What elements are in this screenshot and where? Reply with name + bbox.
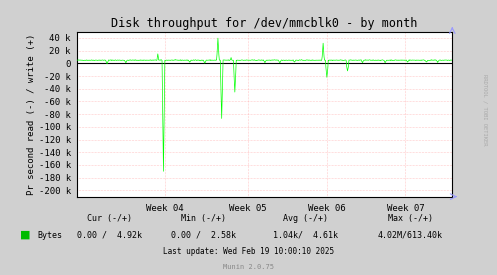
Text: Bytes: Bytes — [37, 231, 62, 240]
Text: 4.02M/613.40k: 4.02M/613.40k — [378, 231, 442, 240]
Text: RRDTOOL / TOBI OETIKER: RRDTOOL / TOBI OETIKER — [482, 74, 487, 146]
Text: ■: ■ — [20, 230, 30, 240]
Text: Munin 2.0.75: Munin 2.0.75 — [223, 264, 274, 270]
Text: 0.00 /  4.92k: 0.00 / 4.92k — [77, 231, 142, 240]
Title: Disk throughput for /dev/mmcblk0 - by month: Disk throughput for /dev/mmcblk0 - by mo… — [111, 17, 418, 31]
Text: Avg (-/+): Avg (-/+) — [283, 214, 328, 223]
Y-axis label: Pr second read (-) / write (+): Pr second read (-) / write (+) — [27, 34, 36, 195]
Text: Max (-/+): Max (-/+) — [388, 214, 432, 223]
Text: 1.04k/  4.61k: 1.04k/ 4.61k — [273, 231, 338, 240]
Text: 0.00 /  2.58k: 0.00 / 2.58k — [171, 231, 236, 240]
Text: Cur (-/+): Cur (-/+) — [87, 214, 132, 223]
Text: Min (-/+): Min (-/+) — [181, 214, 226, 223]
Text: Last update: Wed Feb 19 10:00:10 2025: Last update: Wed Feb 19 10:00:10 2025 — [163, 248, 334, 256]
